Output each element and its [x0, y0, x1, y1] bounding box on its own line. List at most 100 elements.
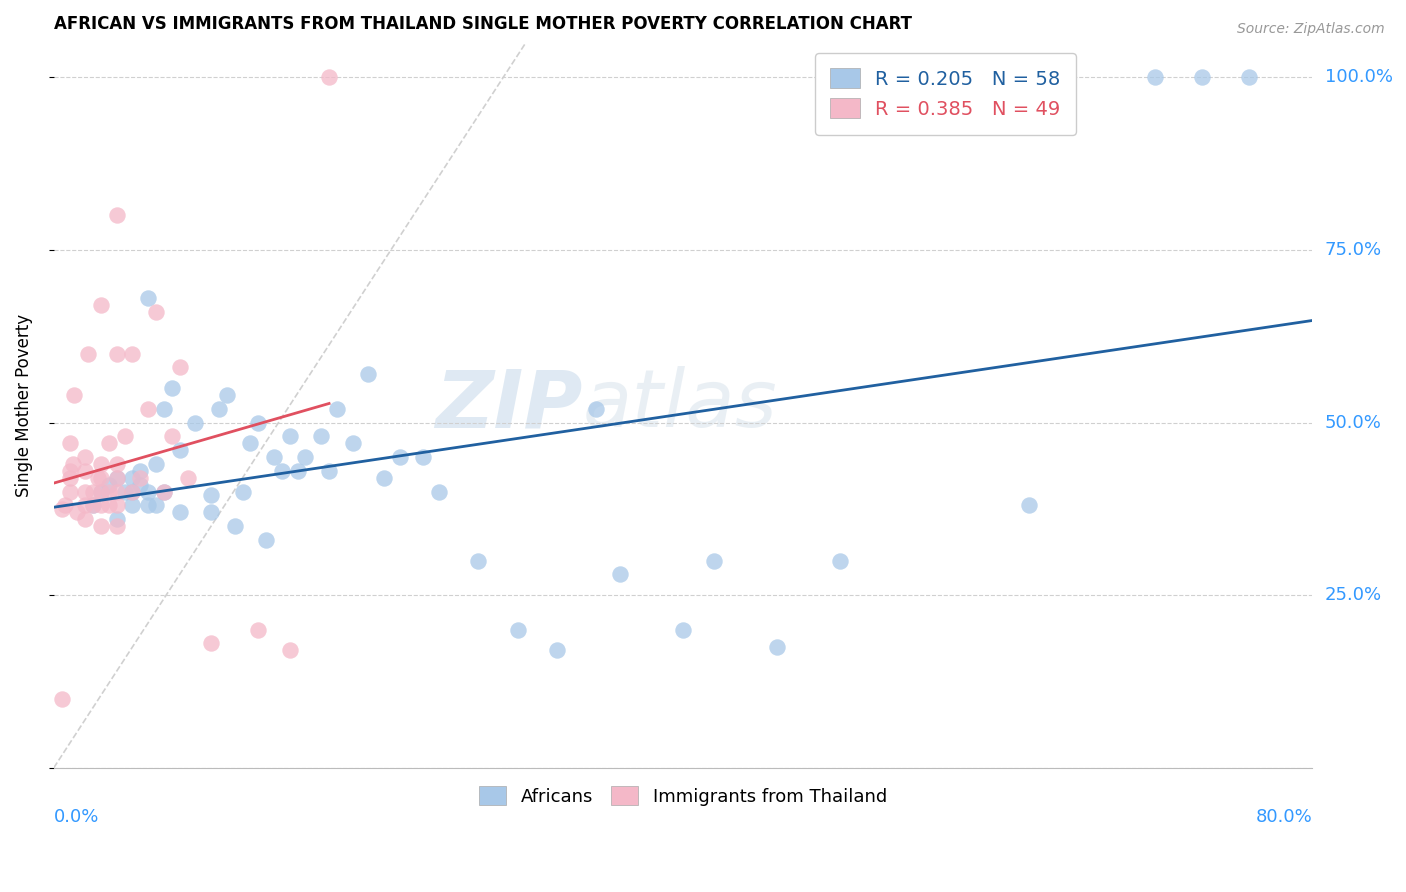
Point: [247, 623, 270, 637]
Point: [129, 464, 152, 478]
Text: 75.0%: 75.0%: [1324, 241, 1382, 259]
Point: [90, 499, 112, 513]
Point: [160, 381, 183, 395]
Point: [703, 553, 725, 567]
Point: [278, 643, 301, 657]
Point: [105, 471, 128, 485]
Point: [97, 436, 120, 450]
Point: [342, 436, 364, 450]
Point: [105, 519, 128, 533]
Point: [145, 499, 167, 513]
Point: [609, 567, 631, 582]
Point: [129, 477, 152, 491]
Legend: Africans, Immigrants from Thailand: Africans, Immigrants from Thailand: [464, 772, 901, 821]
Point: [169, 505, 191, 519]
Point: [176, 471, 198, 485]
Point: [373, 471, 395, 485]
Point: [75, 464, 97, 478]
Point: [53, 499, 76, 513]
Point: [263, 450, 285, 464]
Point: [82, 484, 104, 499]
Point: [585, 401, 607, 416]
Text: Source: ZipAtlas.com: Source: ZipAtlas.com: [1237, 22, 1385, 37]
Point: [51, 691, 73, 706]
Point: [97, 484, 120, 499]
Point: [247, 416, 270, 430]
Point: [58, 436, 80, 450]
Point: [90, 519, 112, 533]
Point: [105, 471, 128, 485]
Point: [75, 499, 97, 513]
Point: [546, 643, 568, 657]
Point: [90, 298, 112, 312]
Point: [412, 450, 434, 464]
Point: [145, 305, 167, 319]
Y-axis label: Single Mother Poverty: Single Mother Poverty: [15, 314, 32, 497]
Point: [136, 291, 159, 305]
Point: [105, 209, 128, 223]
Point: [90, 457, 112, 471]
Point: [427, 484, 450, 499]
Point: [97, 499, 120, 513]
Point: [169, 360, 191, 375]
Point: [318, 464, 340, 478]
Point: [208, 401, 231, 416]
Point: [82, 499, 104, 513]
Point: [215, 388, 238, 402]
Point: [75, 450, 97, 464]
Point: [121, 484, 143, 499]
Point: [153, 484, 176, 499]
Point: [1191, 70, 1213, 85]
Point: [51, 501, 73, 516]
Point: [153, 401, 176, 416]
Point: [200, 505, 222, 519]
Point: [145, 457, 167, 471]
Point: [309, 429, 332, 443]
Point: [66, 505, 89, 519]
Point: [766, 640, 789, 654]
Point: [1143, 70, 1166, 85]
Point: [672, 623, 695, 637]
Text: ZIP: ZIP: [434, 367, 582, 444]
Point: [326, 401, 349, 416]
Point: [82, 499, 104, 513]
Point: [87, 471, 110, 485]
Point: [270, 464, 292, 478]
Point: [136, 499, 159, 513]
Point: [114, 484, 136, 499]
Point: [105, 499, 128, 513]
Text: 100.0%: 100.0%: [1324, 69, 1393, 87]
Point: [294, 450, 316, 464]
Point: [114, 429, 136, 443]
Point: [830, 553, 852, 567]
Point: [184, 416, 207, 430]
Text: 80.0%: 80.0%: [1256, 807, 1312, 826]
Point: [121, 471, 143, 485]
Point: [129, 471, 152, 485]
Point: [75, 512, 97, 526]
Point: [200, 488, 222, 502]
Point: [278, 429, 301, 443]
Point: [169, 443, 191, 458]
Point: [105, 512, 128, 526]
Text: 0.0%: 0.0%: [53, 807, 100, 826]
Point: [467, 553, 489, 567]
Text: 25.0%: 25.0%: [1324, 586, 1382, 604]
Point: [160, 429, 183, 443]
Point: [357, 368, 380, 382]
Point: [232, 484, 254, 499]
Point: [121, 484, 143, 499]
Point: [506, 623, 529, 637]
Point: [136, 484, 159, 499]
Point: [58, 464, 80, 478]
Point: [318, 70, 340, 85]
Text: 50.0%: 50.0%: [1324, 414, 1382, 432]
Point: [200, 636, 222, 650]
Point: [105, 484, 128, 499]
Point: [75, 484, 97, 499]
Point: [1018, 499, 1040, 513]
Point: [105, 457, 128, 471]
Point: [254, 533, 277, 547]
Point: [77, 346, 100, 360]
Point: [58, 471, 80, 485]
